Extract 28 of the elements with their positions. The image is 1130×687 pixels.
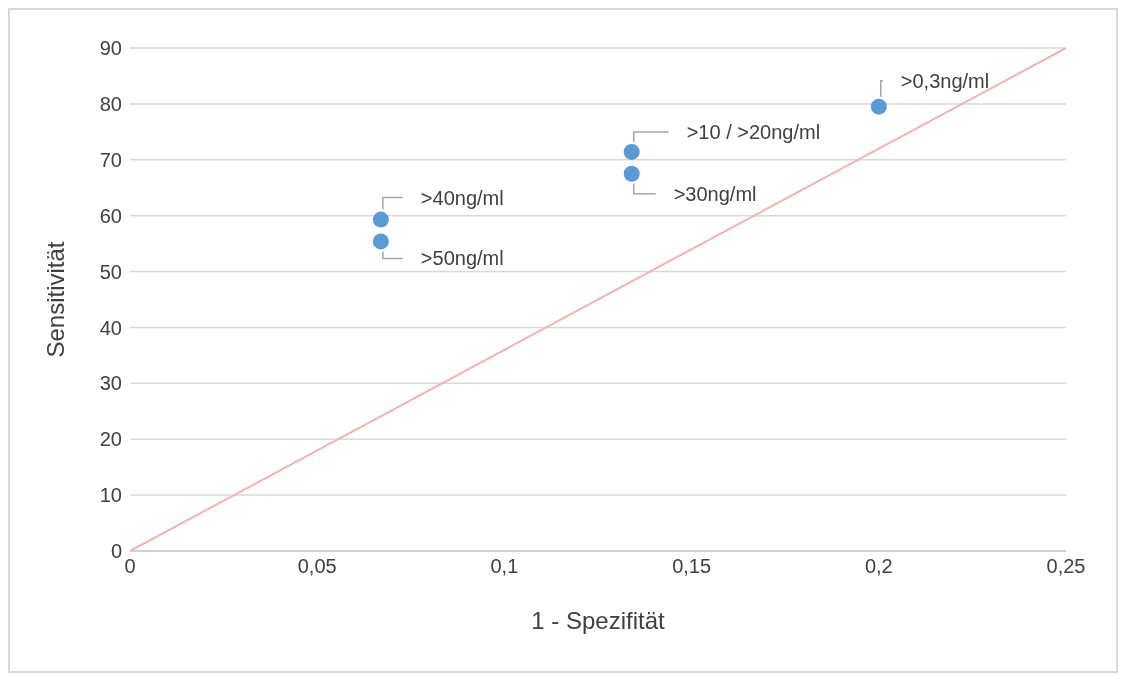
x-tick-label: 0 (124, 555, 136, 578)
annotation: >40ng/ml (420, 186, 504, 209)
point (372, 233, 389, 250)
x-tick-label: 0,15 (672, 555, 712, 578)
y-tick-label: 40 (99, 316, 122, 339)
y-tick-label: 60 (99, 204, 122, 227)
x-axis-title: 1 - Spezifität (531, 607, 666, 634)
y-tick-label: 80 (99, 92, 122, 115)
y-tick-label: 50 (99, 260, 122, 283)
y-tick-label: 0 (110, 540, 122, 563)
annotation: >0,3ng/ml (900, 69, 990, 92)
y-tick-label: 90 (99, 37, 122, 60)
y-tick-label: 70 (99, 148, 122, 171)
x-tick-label: 0,25 (1046, 555, 1086, 578)
annotation: >50ng/ml (420, 247, 504, 270)
x-tick-label: 0,05 (297, 555, 337, 578)
y-tick-label: 20 (99, 428, 122, 451)
y-axis-title: Sensitivität (41, 241, 69, 358)
point (623, 143, 640, 160)
point (870, 98, 887, 115)
x-tick-label: 0,2 (864, 555, 893, 578)
x-tick-label: 0,1 (490, 555, 519, 578)
point (372, 211, 389, 228)
point (623, 165, 640, 182)
y-tick-label: 30 (99, 372, 122, 395)
annotation: >10 / >20ng/ml (686, 120, 821, 143)
y-tick-label: 10 (99, 484, 122, 507)
annotation: >30ng/ml (673, 182, 757, 205)
